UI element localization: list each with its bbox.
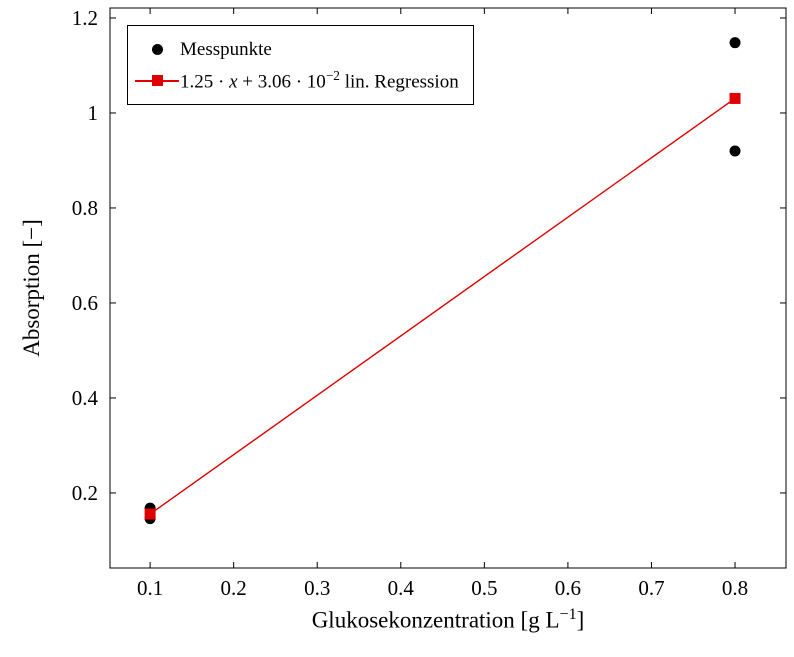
y-axis-label-text: Absorption [−]: [19, 219, 44, 357]
regression-line-marker-icon: [134, 65, 180, 96]
y-axis-label: Absorption [−]: [19, 219, 45, 357]
x-axis-label-suffix: ]: [576, 607, 585, 633]
y-tick-label: 0.6: [72, 291, 98, 315]
regression-square-icon: [151, 75, 163, 86]
legend-label-messpunkte: Messpunkte: [180, 38, 272, 60]
x-tick-label: 0.3: [304, 576, 330, 600]
y-tick-label: 1.2: [72, 6, 98, 30]
legend: Messpunkte 1.25 · x + 3.06 · 10−2 lin. R…: [127, 25, 474, 105]
x-axis-label-exponent: −1: [559, 606, 577, 623]
regression-suffix: lin. Regression: [339, 71, 459, 93]
x-tick-label: 0.2: [221, 576, 247, 600]
legend-marker-cell: [134, 34, 180, 65]
y-tick-label: 0.4: [72, 386, 99, 410]
x-tick-label: 0.7: [638, 576, 664, 600]
legend-label-regression: 1.25 · x + 3.06 · 10−2 lin. Regression: [180, 68, 459, 93]
regression-coef: 1.25 ·: [180, 71, 230, 93]
scatter-dot-icon: [151, 44, 163, 55]
x-tick-label: 0.4: [388, 576, 415, 600]
regression-exponent: −2: [325, 67, 340, 83]
regression-intercept: + 3.06 · 10: [237, 71, 326, 93]
legend-entry-regression: 1.25 · x + 3.06 · 10−2 lin. Regression: [134, 65, 459, 96]
regression-marker: [144, 508, 156, 520]
y-tick-label: 0.2: [72, 481, 98, 505]
legend-entry-messpunkte: Messpunkte: [134, 34, 459, 65]
y-tick-label: 1: [88, 101, 99, 125]
axis-frame: [109, 7, 787, 569]
y-tick-label: 0.8: [72, 196, 98, 220]
x-axis-label-text: Glukosekonzentration [g L: [311, 607, 560, 633]
x-tick-label: 0.6: [555, 576, 581, 600]
x-tick-label: 0.8: [722, 576, 748, 600]
data-point: [729, 37, 741, 49]
x-tick-label: 0.1: [137, 576, 163, 600]
regression-line: [149, 97, 736, 515]
x-axis-label: Glukosekonzentration [g L−1]: [110, 606, 786, 634]
x-tick-label: 0.5: [471, 576, 497, 600]
data-point: [729, 145, 741, 157]
regression-variable: x: [229, 71, 238, 93]
regression-marker: [729, 92, 741, 104]
